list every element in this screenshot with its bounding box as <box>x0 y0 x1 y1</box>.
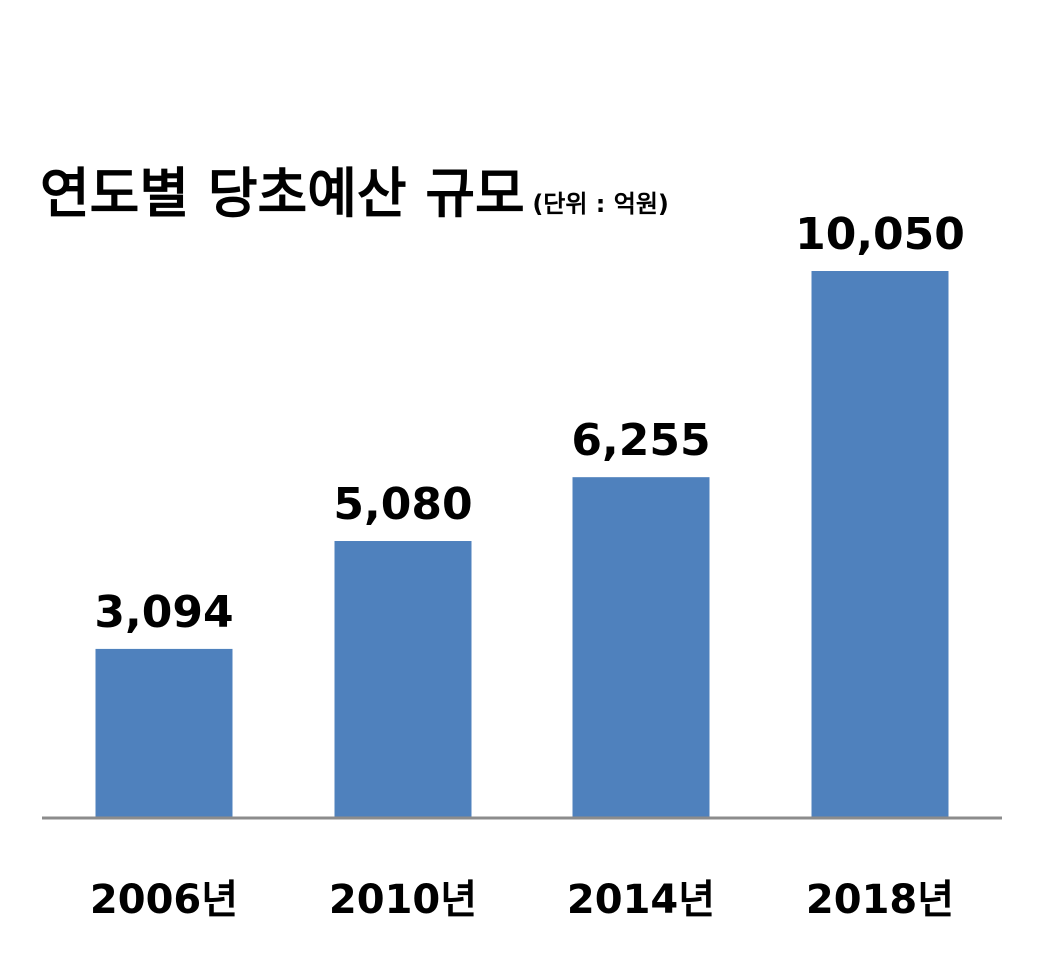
category-label-2: 2014년 <box>567 877 715 923</box>
value-label-0: 3,094 <box>94 587 233 638</box>
bar-1 <box>334 541 472 817</box>
chart-title: 연도별 당초예산 규모 (단위 : 억원) <box>40 162 669 225</box>
bar-2 <box>572 477 710 817</box>
value-labels-group: 3,094 5,080 6,255 10,050 <box>94 209 964 638</box>
bar-0 <box>95 648 233 817</box>
value-label-3: 10,050 <box>795 209 965 260</box>
category-label-3: 2018년 <box>806 877 954 923</box>
chart-unit-note: (단위 : 억원) <box>532 190 669 218</box>
bars-group <box>95 271 949 817</box>
category-label-0: 2006년 <box>90 877 238 923</box>
category-label-1: 2010년 <box>329 877 477 923</box>
category-labels-group: 2006년 2010년 2014년 2018년 <box>90 877 954 923</box>
value-label-1: 5,080 <box>333 479 472 530</box>
bar-3 <box>811 271 949 817</box>
chart-title-main: 연도별 당초예산 규모 <box>40 162 525 225</box>
value-label-2: 6,255 <box>571 415 710 466</box>
